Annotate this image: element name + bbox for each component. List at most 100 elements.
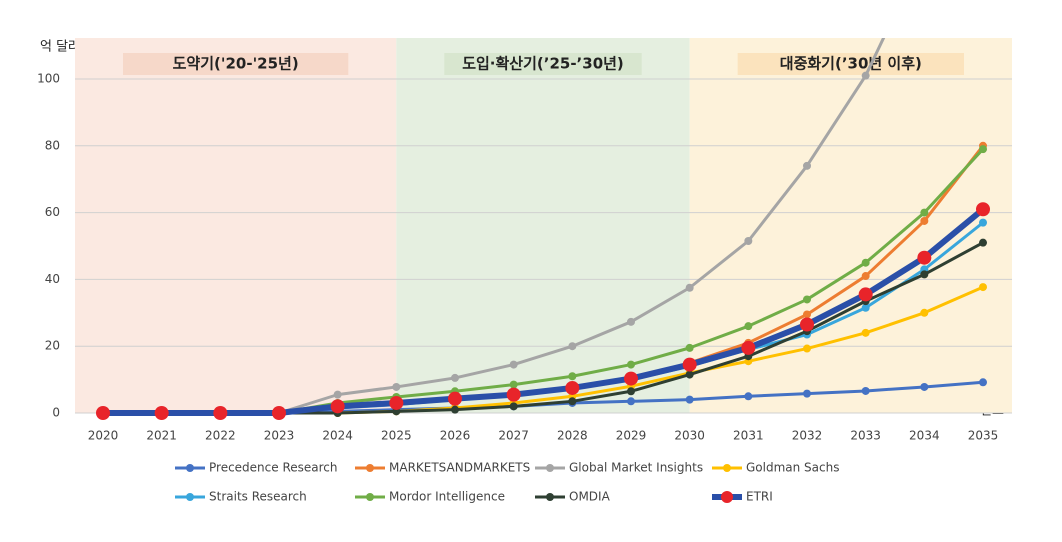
point [979,238,987,247]
x-tick-label: 2034 [909,429,940,443]
period-label-bg [737,53,964,75]
point [568,372,577,381]
point [627,387,635,396]
period-label: 대중화기(’30년 이후) [780,55,922,73]
point [744,392,753,401]
y-tick-label: 60 [45,205,60,219]
point [509,380,518,389]
x-tick-label: 2029 [616,429,647,443]
point [979,145,987,154]
plot-area [96,38,990,420]
x-tick-label: 2024 [322,429,353,443]
point [861,71,870,80]
point [920,308,929,317]
x-tick-label: 2033 [850,429,881,443]
point [509,402,518,411]
point [861,303,870,312]
legend-label: ETRI [746,490,773,504]
point [744,236,753,245]
point [685,370,694,379]
point [917,250,932,265]
point [333,390,342,399]
period-label-bg [123,53,349,75]
point [685,283,694,292]
x-tick-label: 2032 [792,429,823,443]
point [213,406,228,420]
x-tick-label: 2023 [264,429,295,443]
period-label: 도약기('20-'25년) [173,55,299,73]
point [509,360,518,369]
point [451,405,459,414]
point [682,357,697,372]
period-label-bg [444,53,642,75]
point [389,395,404,410]
point [979,283,987,292]
point [741,340,756,355]
x-tick-label: 2020 [88,429,119,443]
point [803,310,811,319]
point [861,328,870,337]
point [272,406,286,420]
x-tick-label: 2025 [381,429,412,443]
point [565,380,580,395]
point [803,295,811,304]
series-line [103,206,985,416]
legend-label: OMDIA [569,490,611,504]
legend-marker [186,464,194,472]
point [392,382,401,391]
point [154,406,169,420]
point [920,270,929,279]
legend-label: Precedence Research [209,461,338,475]
legend-marker [546,493,554,501]
point [685,395,694,404]
x-tick-label: 2021 [146,429,177,443]
point [861,386,870,395]
point [624,371,638,386]
x-tick-label: 2028 [557,429,588,443]
legend-marker [546,464,554,472]
x-tick-label: 2030 [674,429,705,443]
legend-label: Global Market Insights [569,461,703,475]
period-band [396,38,690,413]
point [979,218,987,227]
point [744,322,753,331]
point [976,202,990,217]
y-tick-label: 80 [45,138,60,152]
point [568,397,577,406]
point [96,406,110,420]
y-tick-label: 0 [52,406,60,420]
x-tick-label: 2035 [968,429,999,443]
legend-label: Straits Research [209,490,307,504]
legend-marker [366,493,374,501]
y-axis-label: 억 달러 [40,40,80,55]
legend-label: Goldman Sachs [746,461,839,475]
y-tick-label: 40 [45,272,60,286]
point [803,344,811,353]
point [861,272,870,281]
period-band [75,38,397,413]
legend-marker [366,464,374,472]
period-label: 도입·확산기(’25-’30년) [462,55,624,73]
x-tick-label: 2031 [733,429,764,443]
point [920,216,929,225]
point [858,287,873,302]
point [568,342,577,351]
x-tick-label: 2022 [205,429,236,443]
point [448,391,462,406]
point [861,258,870,267]
point [920,208,929,217]
point [685,343,694,352]
point [506,387,521,402]
point [627,397,635,406]
legend-marker [186,493,194,501]
x-tick-label: 2027 [498,429,529,443]
point [803,161,811,170]
legend-label: MARKETSANDMARKETS [389,461,530,475]
legend-marker [723,464,731,472]
point [800,317,814,332]
x-tick-label: 2026 [440,429,471,443]
point [451,373,459,382]
point [627,317,635,326]
y-tick-label: 100 [37,72,60,86]
